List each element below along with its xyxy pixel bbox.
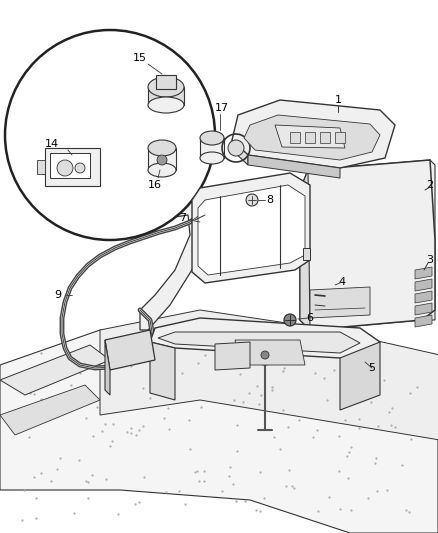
Polygon shape [300, 160, 435, 330]
Polygon shape [415, 291, 432, 303]
Polygon shape [303, 248, 310, 260]
Text: 7: 7 [180, 213, 187, 223]
Polygon shape [232, 140, 248, 165]
Polygon shape [335, 132, 345, 143]
Text: 14: 14 [45, 139, 59, 149]
Polygon shape [305, 132, 315, 143]
Polygon shape [148, 148, 176, 170]
Polygon shape [415, 315, 432, 327]
Polygon shape [50, 153, 90, 178]
Polygon shape [192, 173, 310, 283]
Polygon shape [105, 340, 110, 395]
Circle shape [255, 345, 275, 365]
Polygon shape [200, 138, 224, 158]
Polygon shape [248, 155, 340, 178]
Circle shape [284, 314, 296, 326]
Text: 9: 9 [54, 290, 62, 300]
Polygon shape [415, 279, 432, 291]
Polygon shape [415, 267, 432, 279]
Polygon shape [140, 188, 210, 330]
Polygon shape [308, 160, 435, 330]
Polygon shape [100, 310, 438, 440]
Polygon shape [215, 342, 250, 370]
Ellipse shape [148, 163, 176, 177]
Text: 5: 5 [368, 363, 375, 373]
Polygon shape [415, 303, 432, 315]
Polygon shape [156, 75, 176, 89]
Text: 1: 1 [335, 95, 342, 105]
Circle shape [246, 194, 258, 206]
Polygon shape [105, 330, 155, 370]
Polygon shape [0, 385, 100, 435]
Polygon shape [235, 340, 305, 365]
Text: 4: 4 [339, 277, 346, 287]
Circle shape [5, 30, 215, 240]
Circle shape [57, 160, 73, 176]
Text: 6: 6 [307, 313, 314, 323]
Polygon shape [0, 345, 110, 395]
Polygon shape [150, 342, 175, 400]
Text: 8: 8 [266, 195, 274, 205]
Ellipse shape [148, 77, 184, 97]
Circle shape [75, 163, 85, 173]
Text: 2: 2 [427, 180, 434, 190]
Polygon shape [275, 125, 345, 148]
Ellipse shape [200, 152, 224, 164]
Ellipse shape [148, 97, 184, 113]
Ellipse shape [148, 140, 176, 156]
Circle shape [228, 140, 244, 156]
Circle shape [261, 351, 269, 359]
Polygon shape [148, 148, 176, 170]
Polygon shape [310, 287, 370, 318]
Polygon shape [300, 170, 310, 330]
Polygon shape [45, 148, 100, 186]
Polygon shape [232, 100, 395, 168]
Text: 15: 15 [133, 53, 147, 63]
Polygon shape [244, 115, 380, 160]
Text: 17: 17 [215, 103, 229, 113]
Polygon shape [340, 342, 380, 410]
Ellipse shape [200, 131, 224, 145]
Polygon shape [150, 318, 380, 358]
Polygon shape [37, 160, 45, 174]
Polygon shape [0, 330, 438, 533]
Polygon shape [320, 132, 330, 143]
Polygon shape [158, 332, 360, 353]
Polygon shape [148, 87, 184, 105]
Circle shape [157, 155, 167, 165]
Polygon shape [290, 132, 300, 143]
Text: 3: 3 [427, 255, 434, 265]
Polygon shape [198, 185, 305, 275]
Text: 16: 16 [148, 180, 162, 190]
